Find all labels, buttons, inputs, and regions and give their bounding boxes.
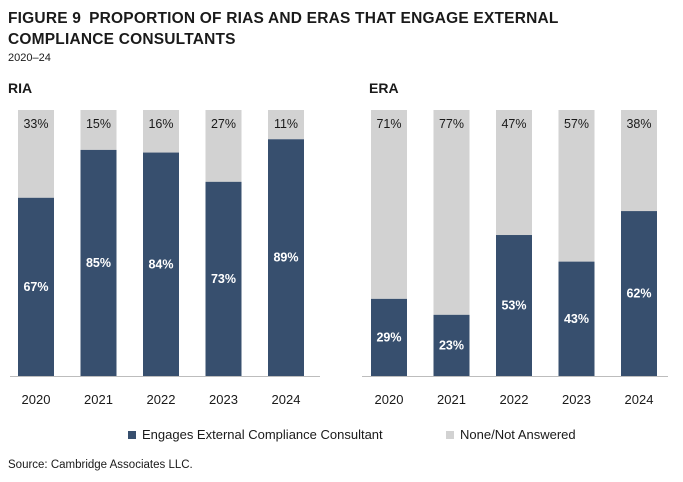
legend-swatch-engages	[128, 430, 136, 439]
ria-label-none-2021: 15%	[86, 117, 111, 131]
ria-label-engages-2022: 84%	[148, 257, 173, 271]
era-bar-none-2021	[433, 110, 470, 315]
era-panel-title: ERA	[369, 80, 399, 96]
era-bar-engages-2024	[621, 211, 657, 376]
ria-bar-none-2024	[268, 110, 304, 140]
era-label-none-2022: 47%	[501, 117, 526, 131]
ria-label-engages-2024: 89%	[273, 251, 298, 265]
ria-tick-2020: 2020	[22, 392, 51, 407]
ria-label-none-2024: 11%	[274, 117, 298, 131]
era-tick-2022: 2022	[500, 392, 529, 407]
ria-label-engages-2023: 73%	[211, 272, 236, 286]
era-label-engages-2024: 62%	[626, 287, 651, 301]
legend-label-none: None/Not Answered	[460, 427, 576, 442]
era-label-engages-2021: 23%	[439, 338, 464, 352]
ria-bar-engages-2022	[143, 152, 179, 376]
era-label-none-2024: 38%	[626, 117, 651, 131]
legend-item-engages: Engages External Compliance Consultant	[128, 427, 383, 442]
era-label-engages-2023: 43%	[564, 312, 589, 326]
ria-bar-engages-2023	[205, 181, 242, 376]
ria-bar-none-2023	[205, 110, 242, 182]
era-bar-engages-2020	[371, 298, 407, 376]
ria-label-engages-2020: 67%	[23, 280, 48, 294]
ria-bar-none-2021	[80, 110, 117, 150]
era-bar-none-2023	[558, 110, 595, 262]
era-label-none-2020: 71%	[376, 117, 401, 131]
ria-label-engages-2021: 85%	[86, 256, 111, 270]
ria-label-none-2020: 33%	[23, 117, 48, 131]
legend-label-engages: Engages External Compliance Consultant	[142, 427, 383, 442]
ria-label-none-2023: 27%	[211, 117, 236, 131]
era-bar-none-2024	[621, 110, 657, 212]
era-label-none-2021: 77%	[439, 117, 464, 131]
ria-bar-engages-2020	[18, 197, 54, 376]
legend-item-none: None/Not Answered	[446, 427, 576, 442]
ria-bar-none-2020	[18, 110, 54, 198]
era-bar-engages-2022	[496, 235, 532, 376]
era-label-engages-2020: 29%	[376, 330, 401, 344]
figure-label: FIGURE 9	[8, 10, 82, 27]
ria-tick-2021: 2021	[84, 392, 113, 407]
ria-panel-title: RIA	[8, 80, 33, 96]
figure-title: PROPORTION OF RIAS AND ERAS THAT ENGAGE …	[8, 10, 559, 48]
era-bar-engages-2023	[558, 261, 595, 376]
ria-bar-engages-2024	[268, 139, 304, 376]
era-bar-none-2020	[371, 110, 407, 299]
era-tick-2024: 2024	[625, 392, 654, 407]
era-tick-2020: 2020	[375, 392, 404, 407]
ria-tick-2022: 2022	[147, 392, 176, 407]
ria-tick-2024: 2024	[272, 392, 301, 407]
stacked-bar-charts: 33% 67% 2020 15% 85% 2021 16% 84% 2022 27% 73% 2023…	[10, 110, 668, 407]
era-label-none-2023: 57%	[564, 117, 589, 131]
chart-title: FIGURE 9 PROPORTION OF RIAS AND ERAS THAT…	[8, 8, 668, 50]
era-tick-2023: 2023	[562, 392, 591, 407]
source-note: Source: Cambridge Associates LLC.	[8, 459, 193, 471]
ria-bar-engages-2021	[80, 149, 117, 376]
ria-label-none-2022: 16%	[148, 117, 173, 131]
chart-subtitle: 2020–24	[8, 52, 51, 64]
era-tick-2021: 2021	[437, 392, 466, 407]
era-label-engages-2022: 53%	[501, 299, 526, 313]
ria-tick-2023: 2023	[209, 392, 238, 407]
era-bar-none-2022	[496, 110, 532, 236]
legend-swatch-none	[446, 430, 454, 439]
ria-bar-none-2022	[143, 110, 179, 153]
era-bar-engages-2021	[433, 314, 470, 376]
